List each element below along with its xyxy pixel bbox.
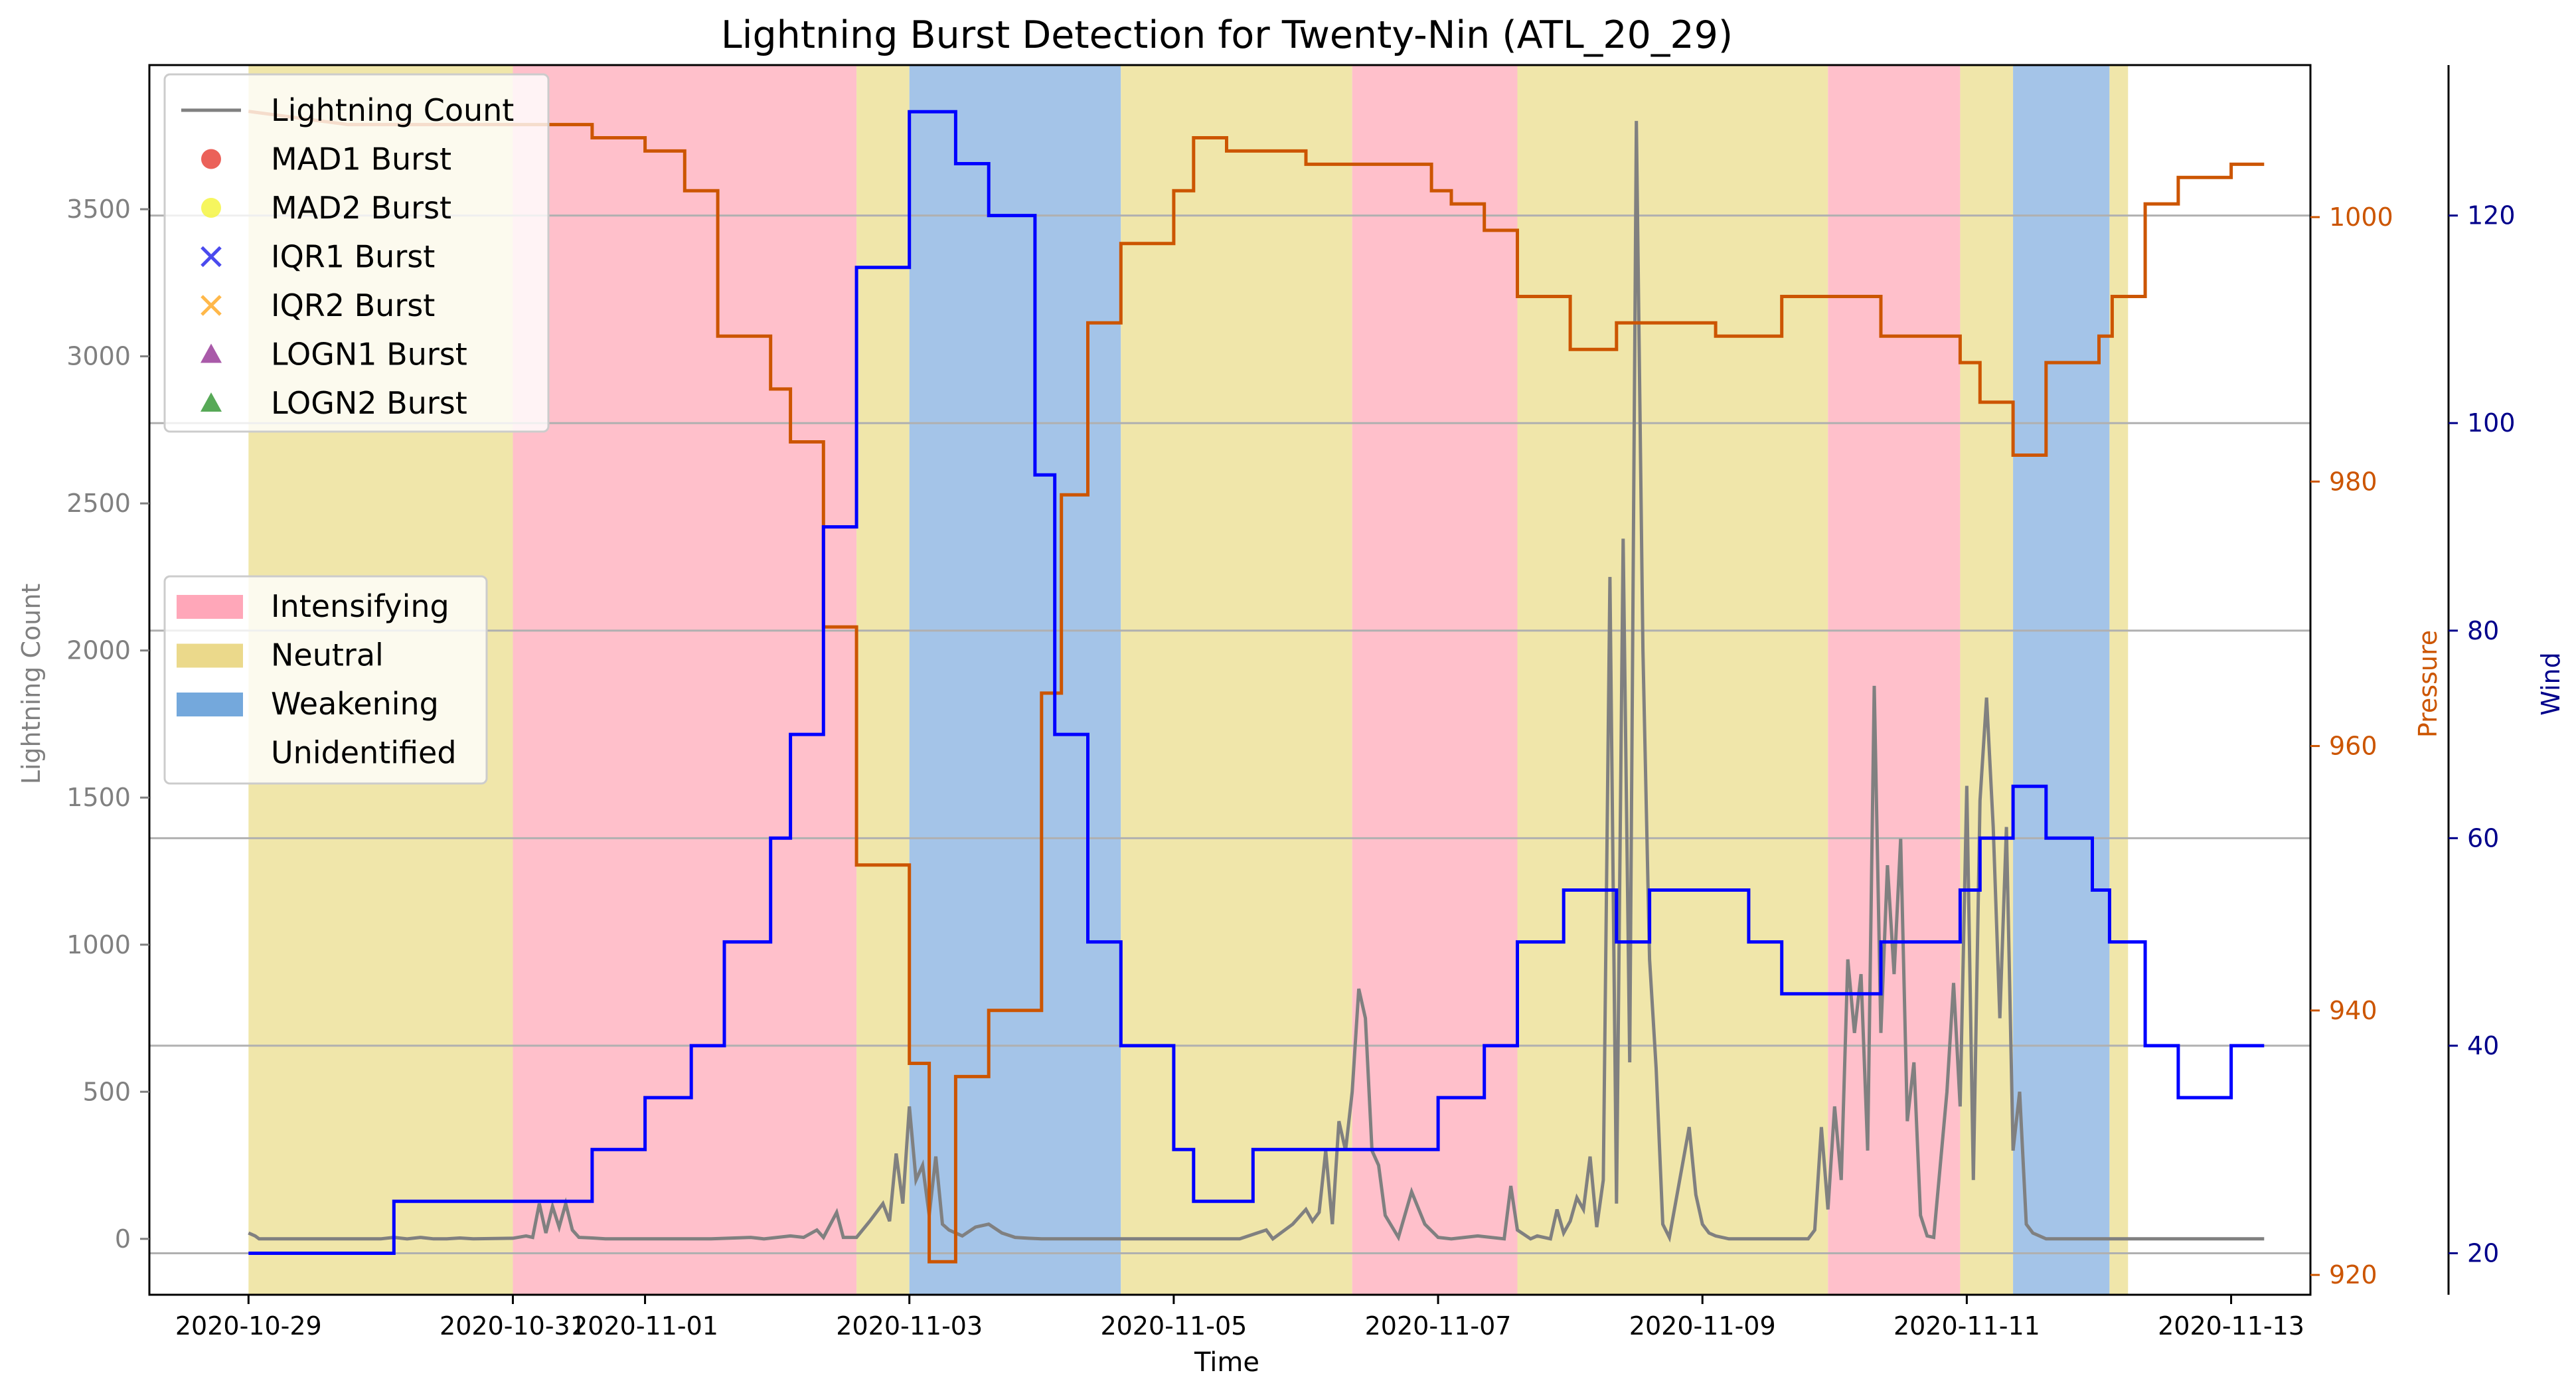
- y-tick-label-wind: 80: [2467, 616, 2499, 645]
- wind-line: [248, 110, 2265, 1255]
- y-tick-label-pressure: 940: [2329, 996, 2377, 1025]
- phase-legend-label: Unidentified: [271, 735, 457, 771]
- pressure-line: [248, 110, 2265, 1264]
- phase-band-intensifying: [1828, 65, 1961, 1295]
- y-tick-label-left: 2500: [66, 489, 131, 518]
- phase-legend-swatch: [177, 643, 243, 668]
- phase-legend-label: Neutral: [271, 637, 384, 673]
- x-tick-label: 2020-11-13: [2158, 1311, 2304, 1341]
- legend-x-marker: [201, 295, 222, 316]
- y-tick-label-left: 0: [115, 1224, 131, 1254]
- phase-band-neutral: [1960, 65, 2014, 1295]
- y-tick-label-left: 3000: [66, 342, 131, 371]
- series-legend-label: IQR1 Burst: [271, 239, 435, 275]
- y-tick-label-left: 1500: [66, 783, 131, 812]
- series-legend: Lightning Count MAD1 Burst MAD2 Burst IQR1 …: [163, 73, 550, 433]
- phase-legend-swatch: [177, 693, 243, 716]
- y-tick-label-left: 500: [82, 1077, 131, 1106]
- y-tick-label-pressure: 960: [2329, 732, 2377, 761]
- series-legend-box: [163, 73, 550, 433]
- series-legend-label: IQR2 Burst: [271, 288, 435, 323]
- y-tick-label-wind: 100: [2467, 408, 2516, 438]
- phase-legend-label: Weakening: [271, 686, 439, 722]
- phase-band-neutral: [1121, 65, 1352, 1295]
- y-tick-label-wind: 60: [2467, 823, 2499, 853]
- y-tick-label-pressure: 920: [2329, 1260, 2377, 1289]
- phase-legend-swatch: [177, 595, 243, 619]
- legend-triangle-marker: [201, 343, 222, 363]
- series-group: [248, 110, 2265, 1264]
- legend-circle-marker: [201, 198, 221, 218]
- x-tick-label: 2020-11-05: [1100, 1311, 1247, 1341]
- series-legend-label: MAD1 Burst: [271, 141, 451, 177]
- x-tick-label: 2020-11-03: [836, 1311, 983, 1341]
- phase-band-weakening: [909, 65, 1121, 1295]
- phase-band-neutral: [856, 65, 910, 1295]
- y-tick-label-left: 1000: [66, 930, 131, 959]
- x-tick-label: 2020-11-01: [572, 1311, 718, 1341]
- series-legend-label: MAD2 Burst: [271, 190, 451, 226]
- phase-band-neutral: [2109, 65, 2129, 1295]
- y-tick-label-wind: 120: [2467, 201, 2516, 230]
- y-tick-label-pressure: 1000: [2329, 203, 2393, 232]
- phase-band-intensifying: [1352, 65, 1518, 1295]
- phase-band-neutral: [1517, 65, 1828, 1295]
- y-axis-label-wind: Wind: [2536, 652, 2565, 716]
- x-tick-label: 2020-11-07: [1365, 1311, 1512, 1341]
- legend-triangle-marker: [201, 392, 222, 412]
- y-tick-label-left: 3500: [66, 195, 131, 224]
- y-tick-label-pressure: 980: [2329, 467, 2377, 496]
- phase-legend-label: Intensifying: [271, 588, 449, 624]
- series-legend-label: LOGN2 Burst: [271, 385, 467, 421]
- series-legend-label: LOGN1 Burst: [271, 337, 467, 372]
- series-legend-label: Lightning Count: [271, 92, 514, 128]
- chart-title: Lightning Burst Detection for Twenty-Nin…: [721, 13, 1733, 57]
- phase-legend: Intensifying Neutral Weakening Unidentified: [163, 575, 488, 785]
- y-tick-label-left: 2000: [66, 636, 131, 665]
- x-tick-label: 2020-10-29: [175, 1311, 322, 1341]
- x-tick-label: 2020-10-31: [440, 1311, 586, 1341]
- phase-band-group: [248, 65, 2129, 1295]
- lightning-count-line: [248, 121, 2265, 1243]
- legend-x-marker: [201, 246, 222, 268]
- phase-band-weakening: [2013, 65, 2110, 1295]
- x-axis-label: Time: [1194, 1347, 1259, 1378]
- x-tick-label: 2020-11-09: [1629, 1311, 1776, 1341]
- y-tick-label-wind: 20: [2467, 1238, 2499, 1268]
- y-axis-label-pressure: Pressure: [2413, 630, 2443, 738]
- phase-band-intensifying: [513, 65, 857, 1295]
- plot-frame: [148, 64, 2312, 1296]
- legend-circle-marker: [201, 149, 221, 169]
- y-axis-label-left: Lightning Count: [17, 584, 46, 785]
- phase-legend-box: [163, 575, 488, 785]
- x-tick-label: 2020-11-11: [1893, 1311, 2040, 1341]
- y-tick-label-wind: 40: [2467, 1031, 2499, 1060]
